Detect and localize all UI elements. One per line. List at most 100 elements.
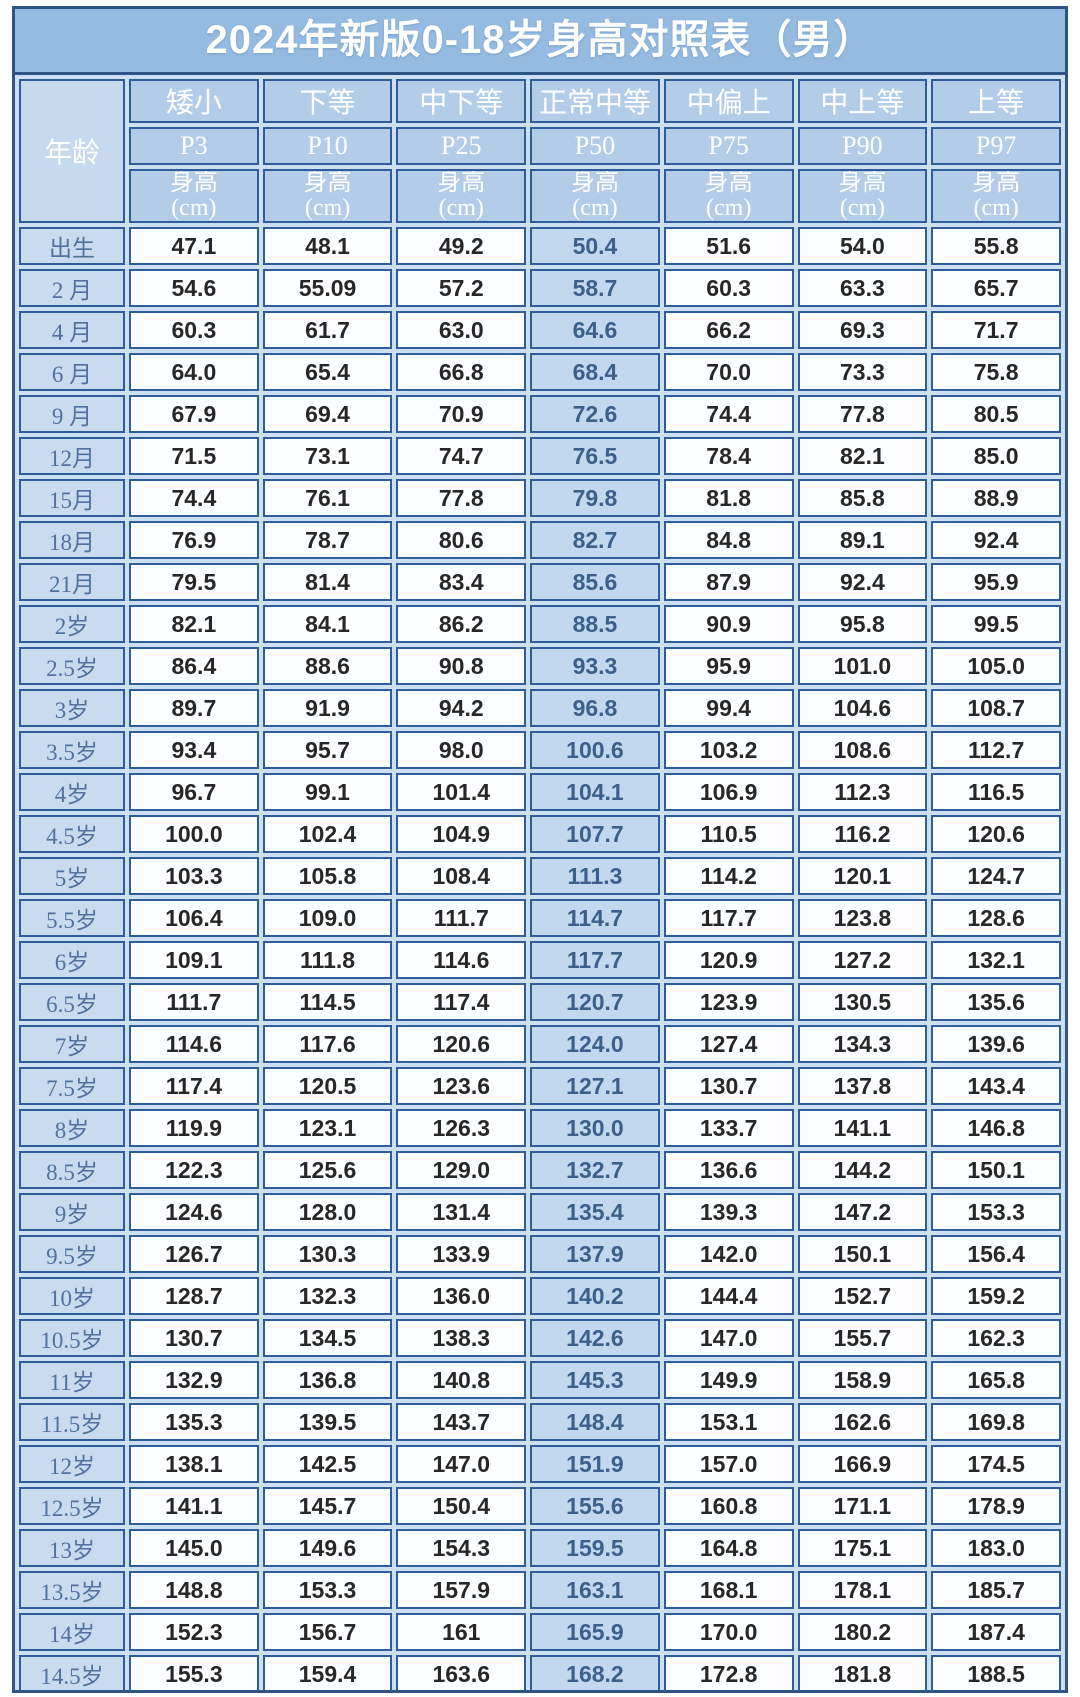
age-column-header: 年龄 <box>19 79 125 223</box>
age-cell: 11.5岁 <box>19 1403 125 1441</box>
height-value-cell: 106.4 <box>129 899 259 937</box>
age-cell: 10.5岁 <box>19 1319 125 1357</box>
height-value-cell: 73.1 <box>262 437 393 475</box>
unit-label: (cm) <box>973 195 1019 221</box>
height-value-cell-p50: 140.2 <box>530 1277 660 1315</box>
height-value-cell: 82.1 <box>797 437 928 475</box>
height-value-cell: 86.4 <box>129 647 259 685</box>
table-row: 8.5岁 122.3 125.6 129.0 132.7 136.6 144.2 150.1 <box>19 1151 1061 1189</box>
height-value-cell: 67.9 <box>129 395 259 433</box>
height-value-cell-p50: 132.7 <box>530 1151 660 1189</box>
height-value-cell: 168.1 <box>663 1571 794 1609</box>
height-value-cell: 55.09 <box>262 269 393 307</box>
height-value-cell-p50: 104.1 <box>530 773 660 811</box>
height-value-cell: 64.0 <box>129 353 259 391</box>
height-value-cell: 130.5 <box>797 983 928 1021</box>
height-value-cell: 108.4 <box>396 857 527 895</box>
height-value-cell: 126.3 <box>396 1109 527 1147</box>
height-value-cell: 132.9 <box>129 1361 259 1399</box>
height-value-cell: 171.1 <box>797 1487 928 1525</box>
age-cell: 9 月 <box>19 395 125 433</box>
height-value-cell: 90.8 <box>396 647 527 685</box>
height-value-cell: 95.9 <box>663 647 794 685</box>
height-value-cell: 74.4 <box>129 479 259 517</box>
height-value-cell: 143.7 <box>396 1403 527 1441</box>
height-value-cell-p50: 79.8 <box>530 479 660 517</box>
height-value-cell: 74.7 <box>396 437 527 475</box>
height-value-cell: 170.0 <box>663 1613 794 1651</box>
height-value-cell: 162.3 <box>931 1319 1061 1357</box>
table-body: 出生 47.1 48.1 49.2 50.4 51.6 54.0 55.8 2 月 54.6 55.… <box>19 227 1061 1690</box>
height-value-cell: 153.3 <box>262 1571 393 1609</box>
category-header: 中下等 <box>396 79 527 123</box>
height-value-cell: 71.7 <box>931 311 1061 349</box>
height-value-cell: 111.8 <box>262 941 393 979</box>
height-value-cell: 120.6 <box>396 1025 527 1063</box>
height-label: 身高 <box>838 170 887 196</box>
table-row: 11.5岁 135.3 139.5 143.7 148.4 153.1 162.6 169.8 <box>19 1403 1061 1441</box>
height-label: 身高 <box>570 170 619 196</box>
height-value-cell: 82.1 <box>129 605 259 643</box>
age-cell: 2 月 <box>19 269 125 307</box>
height-value-cell: 54.6 <box>129 269 259 307</box>
height-value-cell: 95.7 <box>262 731 393 769</box>
age-cell: 2.5岁 <box>19 647 125 685</box>
height-value-cell: 132.3 <box>262 1277 393 1315</box>
height-value-cell: 169.8 <box>931 1403 1061 1441</box>
age-cell: 3.5岁 <box>19 731 125 769</box>
age-cell: 7.5岁 <box>19 1067 125 1105</box>
height-value-cell: 142.0 <box>663 1235 794 1273</box>
height-value-cell: 88.6 <box>262 647 393 685</box>
height-value-cell-p50: 88.5 <box>530 605 660 643</box>
height-value-cell: 117.6 <box>262 1025 393 1063</box>
height-value-cell: 131.4 <box>396 1193 527 1231</box>
height-value-cell: 146.8 <box>931 1109 1061 1147</box>
table-row: 2岁 82.1 84.1 86.2 88.5 90.9 95.8 99.5 <box>19 605 1061 643</box>
height-value-cell: 156.7 <box>262 1613 393 1651</box>
height-value-cell-p50: 117.7 <box>530 941 660 979</box>
height-value-cell-p50: 142.6 <box>530 1319 660 1357</box>
height-value-cell: 92.4 <box>931 521 1061 559</box>
height-value-cell: 124.6 <box>129 1193 259 1231</box>
height-value-cell: 104.6 <box>797 689 928 727</box>
age-cell: 18月 <box>19 521 125 559</box>
height-value-cell: 70.0 <box>663 353 794 391</box>
height-value-cell: 106.9 <box>663 773 794 811</box>
unit-header-row: 身高 (cm) 身高 (cm) 身高 (cm) 身高 (cm) 身高 (cm) 身高 (cm) 身高 (c… <box>19 169 1061 223</box>
table-row: 12.5岁 141.1 145.7 150.4 155.6 160.8 171.1 178.9 <box>19 1487 1061 1525</box>
height-value-cell: 60.3 <box>663 269 794 307</box>
height-value-cell: 86.2 <box>396 605 527 643</box>
height-value-cell: 90.9 <box>663 605 794 643</box>
age-cell: 6 月 <box>19 353 125 391</box>
height-value-cell: 124.7 <box>931 857 1061 895</box>
height-value-cell: 112.3 <box>797 773 928 811</box>
height-value-cell-p50: 148.4 <box>530 1403 660 1441</box>
height-value-cell: 112.7 <box>931 731 1061 769</box>
table-row: 10.5岁 130.7 134.5 138.3 142.6 147.0 155.7 162.3 <box>19 1319 1061 1357</box>
height-value-cell: 78.7 <box>262 521 393 559</box>
height-value-cell-p50: 64.6 <box>530 311 660 349</box>
age-cell: 21月 <box>19 563 125 601</box>
height-value-cell: 114.2 <box>663 857 794 895</box>
height-value-cell: 187.4 <box>931 1613 1061 1651</box>
height-value-cell: 159.4 <box>262 1655 393 1690</box>
unit-label: (cm) <box>572 195 618 221</box>
height-value-cell-p50: 76.5 <box>530 437 660 475</box>
height-value-cell: 140.8 <box>396 1361 527 1399</box>
height-unit-header: 身高 (cm) <box>931 169 1061 223</box>
height-value-cell: 144.4 <box>663 1277 794 1315</box>
height-value-cell-p50: 168.2 <box>530 1655 660 1690</box>
height-value-cell: 105.0 <box>931 647 1061 685</box>
percentile-header: P97 <box>931 127 1061 165</box>
height-value-cell: 138.3 <box>396 1319 527 1357</box>
height-value-cell: 63.0 <box>396 311 527 349</box>
percentile-header: P75 <box>663 127 794 165</box>
age-cell: 出生 <box>19 227 125 265</box>
height-value-cell: 102.4 <box>262 815 393 853</box>
height-value-cell-p50: 151.9 <box>530 1445 660 1483</box>
table-row: 12岁 138.1 142.5 147.0 151.9 157.0 166.9 174.5 <box>19 1445 1061 1483</box>
height-value-cell-p50: 68.4 <box>530 353 660 391</box>
height-unit-header: 身高 (cm) <box>262 169 393 223</box>
height-value-cell: 149.6 <box>262 1529 393 1567</box>
height-value-cell: 144.2 <box>797 1151 928 1189</box>
